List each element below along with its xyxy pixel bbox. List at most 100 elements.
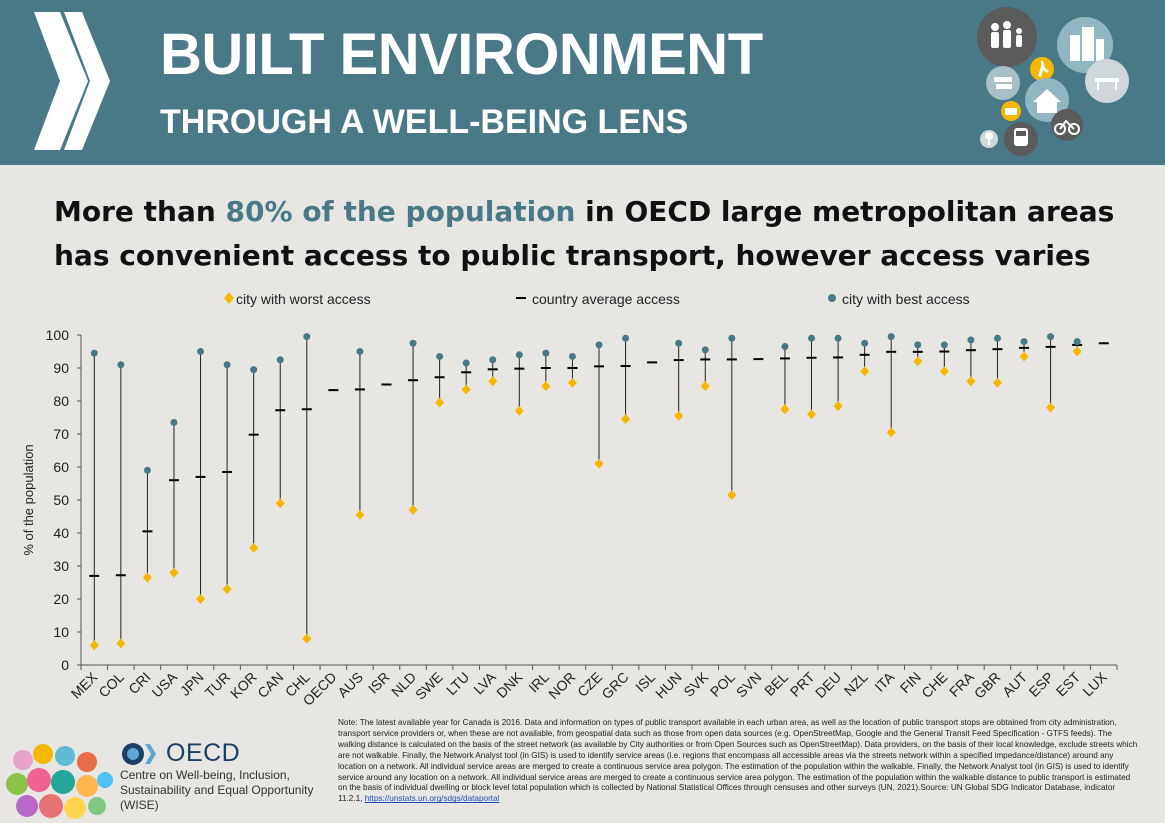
x-tick-label: LTU [443, 669, 472, 698]
x-tick-label: DNK [493, 668, 526, 701]
x-tick-label: COL [95, 669, 127, 701]
worst-point-tur [222, 584, 232, 595]
x-tick-label: FRA [946, 668, 978, 700]
x-tick-label: CAN [254, 669, 286, 701]
best-point-kor [250, 366, 258, 374]
best-point-che [940, 341, 948, 349]
x-tick-label: PRT [787, 668, 818, 699]
worst-point-mex [89, 640, 99, 651]
best-point-irl [542, 349, 550, 357]
oecd-name: OECD [166, 739, 241, 767]
y-tick-label: 100 [46, 327, 70, 343]
wellbeing-icons-cluster [977, 7, 1129, 156]
banner-subtitle: THROUGH A WELL-BEING LENS [160, 103, 689, 141]
y-tick-label: 80 [53, 393, 69, 409]
y-tick-label: 90 [53, 360, 69, 376]
x-tick-label: CRI [125, 669, 153, 697]
worst-point-est [1072, 346, 1082, 357]
worst-point-swe [435, 397, 445, 408]
best-point-esp [1047, 333, 1055, 341]
x-tick-label: LUX [1079, 668, 1110, 699]
worst-point-usa [169, 567, 179, 578]
best-point-nzl [861, 339, 869, 347]
best-point-pol [728, 334, 736, 342]
headline-highlight: 80% of the population [225, 195, 576, 228]
worst-point-hun [674, 410, 684, 421]
x-tick-label: KOR [227, 669, 260, 702]
worst-point-fra [966, 376, 976, 387]
x-tick-label: SWE [412, 669, 446, 703]
x-tick-label: GBR [971, 669, 1004, 702]
best-point-swe [436, 352, 444, 360]
x-tick-label: BEL [761, 669, 791, 699]
worst-point-deu [833, 400, 843, 411]
x-tick-label: SVK [680, 668, 712, 700]
x-tick-label: TUR [202, 669, 234, 701]
worst-point-nor [567, 377, 577, 388]
banner-title: BUILT ENVIRONMENT [160, 22, 763, 87]
headline: More than 80% of the population in OECD … [54, 190, 1134, 278]
y-tick-label: 60 [53, 459, 69, 475]
best-point-dnk [515, 351, 523, 359]
worst-point-ita [886, 427, 896, 438]
y-tick-label: 30 [53, 558, 69, 574]
x-tick-label: POL [707, 669, 738, 700]
headline-post: in OECD large metropolitan areas has con… [54, 195, 1115, 272]
x-tick-label: DEU [812, 669, 844, 701]
best-point-mex [90, 349, 98, 357]
best-point-bel [781, 343, 789, 351]
x-tick-label: ITA [871, 668, 897, 694]
worst-point-ltu [461, 384, 471, 395]
headline-pre: More than [54, 195, 226, 228]
public-transport-access-chart: city with worst access country average ac… [21, 291, 1118, 709]
worst-point-nld [408, 504, 418, 515]
x-tick-label: LVA [470, 668, 499, 697]
x-tick-label: NOR [545, 669, 578, 702]
x-tick-label: NZL [841, 669, 871, 699]
x-tick-label: EST [1053, 668, 1084, 699]
best-point-grc [622, 334, 630, 342]
x-tick-label: MEX [68, 668, 101, 701]
legend-worst-marker [224, 292, 234, 304]
best-point-deu [834, 334, 842, 342]
x-tick-label: HUN [652, 669, 685, 702]
worst-point-svk [700, 381, 710, 392]
worst-point-chl [302, 633, 312, 644]
best-point-prt [808, 334, 816, 342]
header-banner: BUILT ENVIRONMENT THROUGH A WELL-BEING L… [0, 0, 1165, 165]
x-tick-label: CHE [918, 669, 950, 701]
x-tick-label: SVN [733, 669, 765, 701]
worst-point-grc [621, 414, 631, 425]
legend-worst-label: city with worst access [236, 291, 371, 307]
best-point-col [117, 361, 125, 369]
best-point-cze [595, 341, 603, 349]
x-tick-label: ISR [365, 669, 393, 697]
worst-point-aus [355, 509, 365, 520]
worst-point-col [116, 638, 126, 649]
worst-point-fin [913, 356, 923, 367]
worst-point-cri [142, 572, 152, 583]
worst-point-gbr [992, 377, 1002, 388]
x-tick-label: JPN [177, 669, 207, 699]
best-point-tur [223, 361, 231, 369]
best-point-aut [1020, 338, 1028, 346]
chart-note: Note: The latest available year for Cana… [338, 718, 1138, 805]
best-point-est [1073, 338, 1081, 346]
books-icon [986, 66, 1020, 100]
x-tick-label: ESP [1026, 669, 1057, 700]
y-tick-label: 40 [53, 525, 69, 541]
y-tick-label: 0 [61, 657, 69, 673]
best-point-nor [568, 352, 576, 360]
y-tick-label: 50 [53, 492, 69, 508]
best-point-aus [356, 348, 364, 355]
best-point-fra [967, 336, 975, 344]
y-tick-label: 10 [53, 624, 69, 640]
worst-point-dnk [514, 405, 524, 416]
worst-point-can [275, 498, 285, 509]
oecd-logo: OECD [120, 739, 240, 768]
x-tick-label: AUT [999, 668, 1030, 699]
best-point-gbr [993, 334, 1001, 342]
x-tick-label: CZE [574, 669, 605, 700]
worst-point-bel [780, 404, 790, 415]
source-link[interactable]: https://unstats.un.org/sdgs/dataportal [364, 794, 500, 804]
